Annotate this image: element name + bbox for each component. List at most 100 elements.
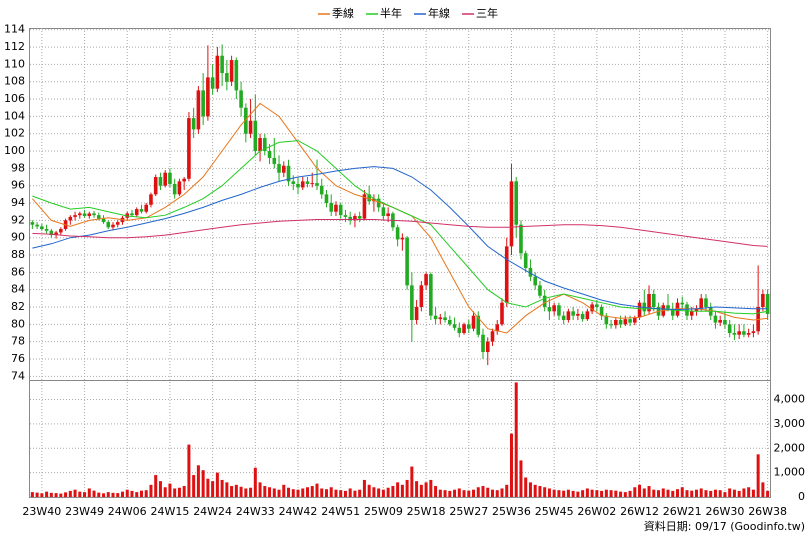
volume-bar xyxy=(329,487,333,497)
volume-bar xyxy=(201,470,205,497)
candle-body xyxy=(614,320,618,326)
volume-bar xyxy=(704,490,708,497)
candle-body xyxy=(424,274,428,286)
volume-bar xyxy=(35,492,39,497)
candle-body xyxy=(528,268,533,277)
candle-body xyxy=(258,138,262,152)
x-tick-label: 26W02 xyxy=(577,505,616,518)
candle-body xyxy=(267,151,272,158)
y-tick-label: 98 xyxy=(11,161,25,174)
candle-body xyxy=(685,304,689,316)
candle-body xyxy=(272,157,277,165)
candle-body xyxy=(732,333,737,335)
candle-body xyxy=(429,274,433,316)
volume-bar xyxy=(54,493,58,497)
candle-body xyxy=(680,302,685,305)
candle-body xyxy=(466,324,471,329)
volume-bar xyxy=(443,490,447,497)
candle-body xyxy=(443,317,447,321)
y2-tick-label: 4,000 xyxy=(774,393,806,406)
x-tick-label: 23W49 xyxy=(65,505,104,518)
volume-bar xyxy=(130,490,134,497)
volume-bar xyxy=(358,489,362,497)
volume-bar xyxy=(367,484,371,497)
volume-bar xyxy=(761,482,765,497)
y-tick-label: 106 xyxy=(4,92,25,105)
candle-body xyxy=(187,118,191,179)
candle-body xyxy=(277,164,281,173)
footer: 資料日期: 09/17 (Goodinfo.tw) xyxy=(644,519,805,533)
volume-bar xyxy=(410,466,414,497)
volume-bar xyxy=(111,492,115,497)
candle-body xyxy=(40,226,44,230)
candle-body xyxy=(139,209,144,212)
candle-body xyxy=(263,138,267,152)
candle-body xyxy=(647,294,651,312)
volume-bar xyxy=(429,479,433,497)
candle-body xyxy=(481,334,485,353)
candle-body xyxy=(215,55,220,89)
candle-body xyxy=(433,315,438,320)
candle-body xyxy=(386,213,390,217)
volume-bar xyxy=(158,481,162,497)
y-tick-label: 80 xyxy=(11,317,25,330)
candle-body xyxy=(761,294,765,308)
candle-body xyxy=(253,120,258,152)
candle-body xyxy=(225,73,229,82)
y2-tick-label: 1,000 xyxy=(774,466,806,479)
volume-bar xyxy=(638,484,642,497)
candle-body xyxy=(405,237,409,286)
candle-body xyxy=(115,222,120,225)
candle-body xyxy=(87,213,92,217)
x-tick-label: 26W12 xyxy=(620,505,659,518)
candle-body xyxy=(234,60,239,91)
volume-bar xyxy=(543,487,547,497)
candle-body xyxy=(324,194,329,204)
candle-body xyxy=(158,177,163,186)
volume-bar xyxy=(310,486,314,497)
candle-body xyxy=(239,90,243,108)
y-tick-label: 100 xyxy=(4,144,25,157)
candle-body xyxy=(704,298,708,308)
volume-bar xyxy=(97,492,101,497)
x-tick-label: 24W24 xyxy=(193,505,232,518)
volume-bar xyxy=(742,488,746,497)
candle-body xyxy=(746,333,751,335)
volume-bar xyxy=(562,490,566,497)
candle-body xyxy=(452,324,457,328)
volume-bar xyxy=(339,490,343,497)
candle-body xyxy=(485,341,490,353)
candle-body xyxy=(490,331,495,342)
y-tick-label: 94 xyxy=(11,196,25,209)
candle-body xyxy=(751,331,756,334)
volume-bar xyxy=(481,486,485,497)
x-tick-label: 25W36 xyxy=(492,505,531,518)
candle-body xyxy=(172,183,177,195)
volume-bar xyxy=(528,482,532,497)
x-tick-label: 26W21 xyxy=(663,505,702,518)
volume-bar xyxy=(751,489,755,497)
y-tick-label: 112 xyxy=(4,40,25,53)
y-tick-label: 108 xyxy=(4,75,25,88)
y-tick-label: 104 xyxy=(4,109,25,122)
candle-body xyxy=(101,218,106,223)
candle-body xyxy=(623,319,628,325)
candle-body xyxy=(244,107,248,134)
volume-bar xyxy=(83,492,87,497)
candle-body xyxy=(727,324,732,334)
x-tick-label: 25W18 xyxy=(407,505,446,518)
volume-bar xyxy=(699,488,703,497)
ma-line xyxy=(32,166,768,311)
y-tick-label: 82 xyxy=(11,300,25,313)
candle-body xyxy=(96,215,101,219)
candle-body xyxy=(153,177,158,195)
candle-body xyxy=(476,315,481,335)
candle-body xyxy=(286,165,291,182)
volume-bar xyxy=(576,491,580,497)
volume-bar xyxy=(713,489,717,497)
candle-body xyxy=(395,227,400,240)
volume-bar xyxy=(272,488,276,497)
volume-bar xyxy=(343,490,347,497)
x-tick-label: 24W06 xyxy=(108,505,147,518)
candle-body xyxy=(523,253,528,269)
